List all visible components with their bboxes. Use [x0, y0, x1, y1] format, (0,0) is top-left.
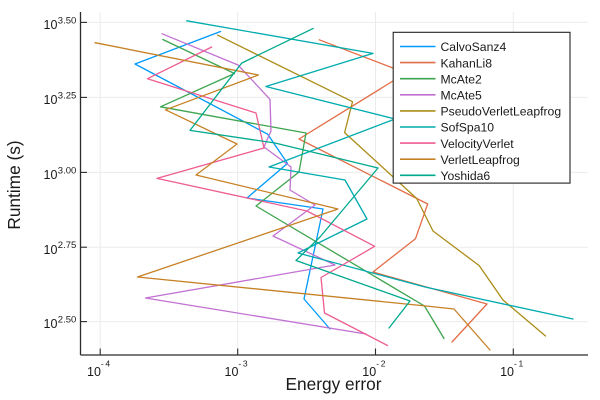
- svg-text:10: 10: [87, 365, 101, 379]
- svg-text:- 4: - 4: [101, 359, 111, 369]
- svg-text:10: 10: [44, 93, 58, 107]
- svg-text:McAte5: McAte5: [441, 89, 483, 103]
- svg-text:McAte2: McAte2: [441, 72, 483, 86]
- svg-text:CalvoSanz4: CalvoSanz4: [441, 40, 507, 54]
- svg-text:PseudoVerletLeapfrog: PseudoVerletLeapfrog: [441, 105, 562, 119]
- svg-text:- 3: - 3: [238, 359, 248, 369]
- svg-text:Runtime (s): Runtime (s): [4, 140, 24, 229]
- svg-text:3.50: 3.50: [58, 15, 77, 26]
- svg-text:2.50: 2.50: [58, 315, 77, 326]
- svg-text:10: 10: [225, 365, 239, 379]
- svg-text:Yoshida6: Yoshida6: [441, 169, 491, 183]
- svg-text:10: 10: [44, 243, 58, 257]
- svg-text:KahanLi8: KahanLi8: [441, 56, 493, 70]
- svg-text:3.25: 3.25: [58, 90, 77, 101]
- svg-text:10: 10: [44, 18, 58, 32]
- svg-text:10: 10: [500, 365, 514, 379]
- svg-text:- 1: - 1: [514, 359, 524, 369]
- svg-text:3.00: 3.00: [58, 165, 77, 176]
- svg-text:SofSpa10: SofSpa10: [441, 121, 495, 135]
- svg-text:10: 10: [44, 168, 58, 182]
- svg-text:Energy error: Energy error: [285, 374, 381, 394]
- svg-text:VerletLeapfrog: VerletLeapfrog: [441, 153, 520, 167]
- svg-text:VelocityVerlet: VelocityVerlet: [441, 137, 515, 151]
- svg-text:- 2: - 2: [376, 359, 386, 369]
- svg-text:10: 10: [44, 317, 58, 331]
- svg-text:2.75: 2.75: [58, 240, 77, 251]
- svg-text:10: 10: [362, 365, 376, 379]
